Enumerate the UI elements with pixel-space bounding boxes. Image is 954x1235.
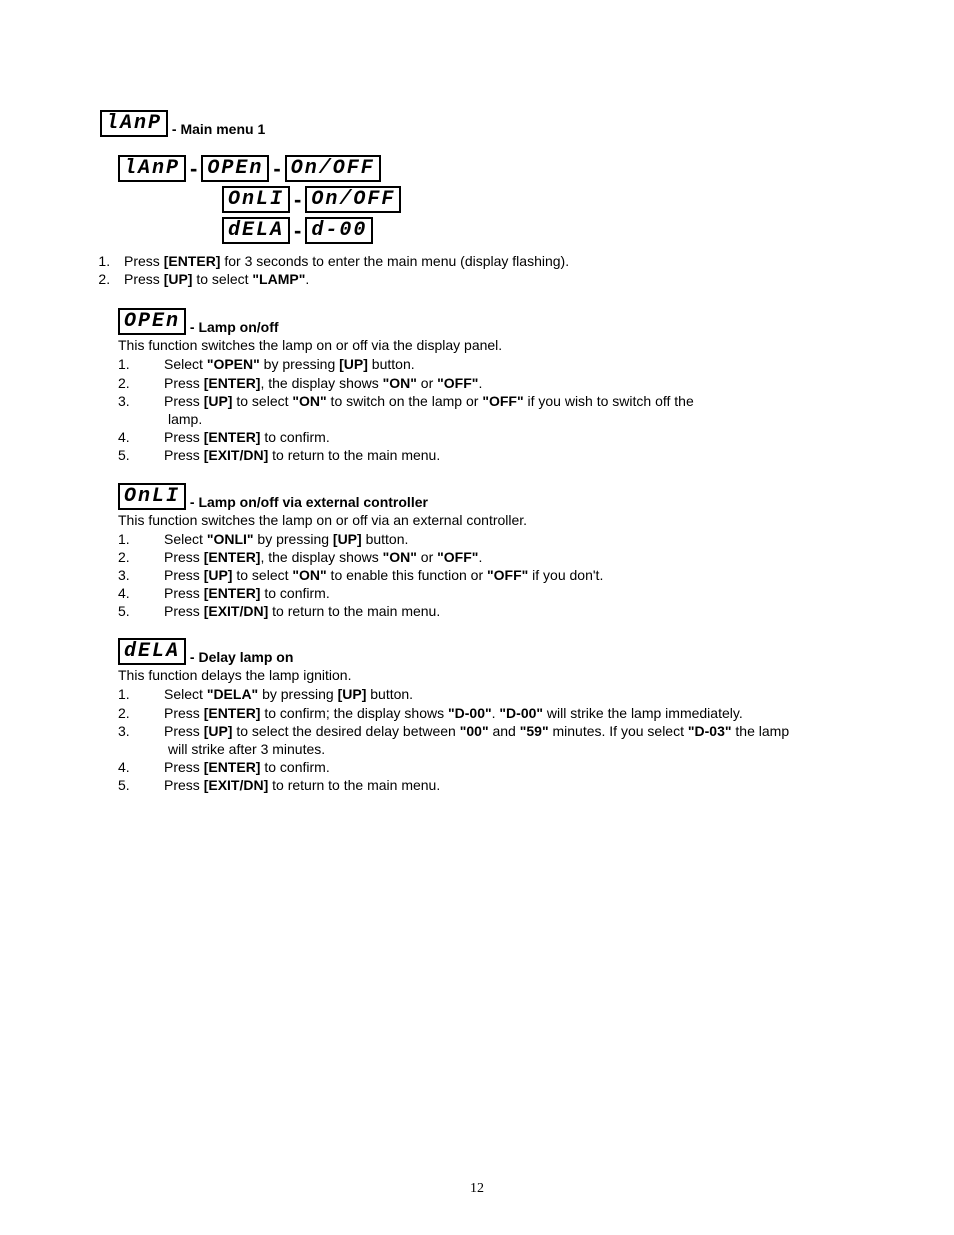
step-text: Select "ONLI" by pressing [UP] button.: [164, 530, 408, 548]
instruction-item: Press [ENTER] for 3 seconds to enter the…: [114, 252, 854, 270]
step-item: 5.Press [EXIT/DN] to return to the main …: [118, 602, 854, 620]
dash-icon: -: [290, 187, 305, 213]
menu-tree: lAnP-OPEn-On/OFFOnLI-On/OFFdELA-d-00: [118, 155, 854, 244]
step-item: 3.Press [UP] to select the desired delay…: [118, 722, 854, 758]
lcd-icon: lAnP: [100, 110, 168, 137]
menu-tree-row: dELA-d-00: [118, 217, 854, 244]
step-item: 1.Select "DELA" by pressing [UP] button.: [118, 685, 854, 703]
step-number: 5.: [118, 446, 164, 464]
lcd-icon: OPEn: [118, 308, 186, 335]
section: dELA - Delay lamp on This function delays…: [118, 638, 854, 794]
step-item: 1.Select "OPEN" by pressing [UP] button.: [118, 355, 854, 373]
step-text: Press [EXIT/DN] to return to the main me…: [164, 602, 440, 620]
step-number: 4.: [118, 428, 164, 446]
section-intro: This function switches the lamp on or of…: [118, 512, 854, 528]
dash-icon: -: [290, 218, 305, 244]
step-number: 5.: [118, 776, 164, 794]
step-item: 1.Select "ONLI" by pressing [UP] button.: [118, 530, 854, 548]
page-number: 12: [0, 1181, 954, 1197]
menu-tree-row: lAnP-OPEn-On/OFF: [118, 155, 854, 182]
step-number: 4.: [118, 584, 164, 602]
lcd-icon: dELA: [222, 217, 290, 244]
step-number: 2.: [118, 704, 164, 722]
section-title: - Delay lamp on: [186, 649, 293, 665]
lcd-icon: OnLI: [222, 186, 290, 213]
step-text: Press [EXIT/DN] to return to the main me…: [164, 446, 440, 464]
dash-icon: -: [269, 156, 284, 182]
step-item: 3.Press [UP] to select "ON" to enable th…: [118, 566, 854, 584]
step-text: Press [UP] to select "ON" to switch on t…: [164, 392, 694, 428]
lcd-icon: On/OFF: [305, 186, 401, 213]
section: OPEn - Lamp on/off This function switches…: [118, 308, 854, 464]
lcd-icon: OPEn: [201, 155, 269, 182]
step-number: 5.: [118, 602, 164, 620]
section-title: - Lamp on/off via external controller: [186, 494, 428, 510]
step-item: 4.Press [ENTER] to confirm.: [118, 758, 854, 776]
step-item: 2.Press [ENTER] to confirm; the display …: [118, 704, 854, 722]
section-intro: This function switches the lamp on or of…: [118, 337, 854, 353]
step-number: 2.: [118, 374, 164, 392]
step-list: 1.Select "ONLI" by pressing [UP] button.…: [118, 530, 854, 621]
page-content: lAnP - Main menu 1 lAnP-OPEn-On/OFFOnLI-…: [0, 0, 954, 795]
top-instructions: Press [ENTER] for 3 seconds to enter the…: [100, 252, 854, 288]
step-text: Select "OPEN" by pressing [UP] button.: [164, 355, 415, 373]
step-number: 1.: [118, 530, 164, 548]
step-number: 3.: [118, 392, 164, 428]
lcd-icon: On/OFF: [285, 155, 381, 182]
section-heading: OnLI - Lamp on/off via external controll…: [118, 483, 854, 510]
lcd-icon: OnLI: [118, 483, 186, 510]
step-number: 1.: [118, 685, 164, 703]
step-item: 5.Press [EXIT/DN] to return to the main …: [118, 776, 854, 794]
step-number: 1.: [118, 355, 164, 373]
section: OnLI - Lamp on/off via external controll…: [118, 483, 854, 621]
step-item: 4.Press [ENTER] to confirm.: [118, 428, 854, 446]
step-text: Press [ENTER] to confirm; the display sh…: [164, 704, 743, 722]
step-item: 2.Press [ENTER], the display shows "ON" …: [118, 548, 854, 566]
lcd-icon: d-00: [305, 217, 373, 244]
lcd-icon: lAnP: [118, 155, 186, 182]
step-number: 4.: [118, 758, 164, 776]
step-text: Press [ENTER] to confirm.: [164, 758, 330, 776]
step-text: Press [UP] to select "ON" to enable this…: [164, 566, 603, 584]
step-item: 3.Press [UP] to select "ON" to switch on…: [118, 392, 854, 428]
dash-icon: -: [186, 156, 201, 182]
section-title: - Lamp on/off: [186, 319, 279, 335]
main-heading: lAnP - Main menu 1: [100, 110, 854, 137]
section-heading: OPEn - Lamp on/off: [118, 308, 854, 335]
step-text: Select "DELA" by pressing [UP] button.: [164, 685, 413, 703]
main-heading-title: - Main menu 1: [172, 121, 265, 137]
step-number: 2.: [118, 548, 164, 566]
step-number: 3.: [118, 566, 164, 584]
step-list: 1.Select "DELA" by pressing [UP] button.…: [118, 685, 854, 794]
step-text: Press [ENTER] to confirm.: [164, 584, 330, 602]
menu-tree-row: OnLI-On/OFF: [118, 186, 854, 213]
section-heading: dELA - Delay lamp on: [118, 638, 854, 665]
step-item: 4.Press [ENTER] to confirm.: [118, 584, 854, 602]
step-item: 2.Press [ENTER], the display shows "ON" …: [118, 374, 854, 392]
step-text: Press [EXIT/DN] to return to the main me…: [164, 776, 440, 794]
lcd-icon: dELA: [118, 638, 186, 665]
step-number: 3.: [118, 722, 164, 758]
step-list: 1.Select "OPEN" by pressing [UP] button.…: [118, 355, 854, 464]
step-text: Press [UP] to select the desired delay b…: [164, 722, 789, 758]
step-item: 5.Press [EXIT/DN] to return to the main …: [118, 446, 854, 464]
step-text: Press [ENTER], the display shows "ON" or…: [164, 548, 482, 566]
step-text: Press [ENTER] to confirm.: [164, 428, 330, 446]
section-intro: This function delays the lamp ignition.: [118, 667, 854, 683]
step-text: Press [ENTER], the display shows "ON" or…: [164, 374, 482, 392]
instruction-item: Press [UP] to select "LAMP".: [114, 270, 854, 288]
